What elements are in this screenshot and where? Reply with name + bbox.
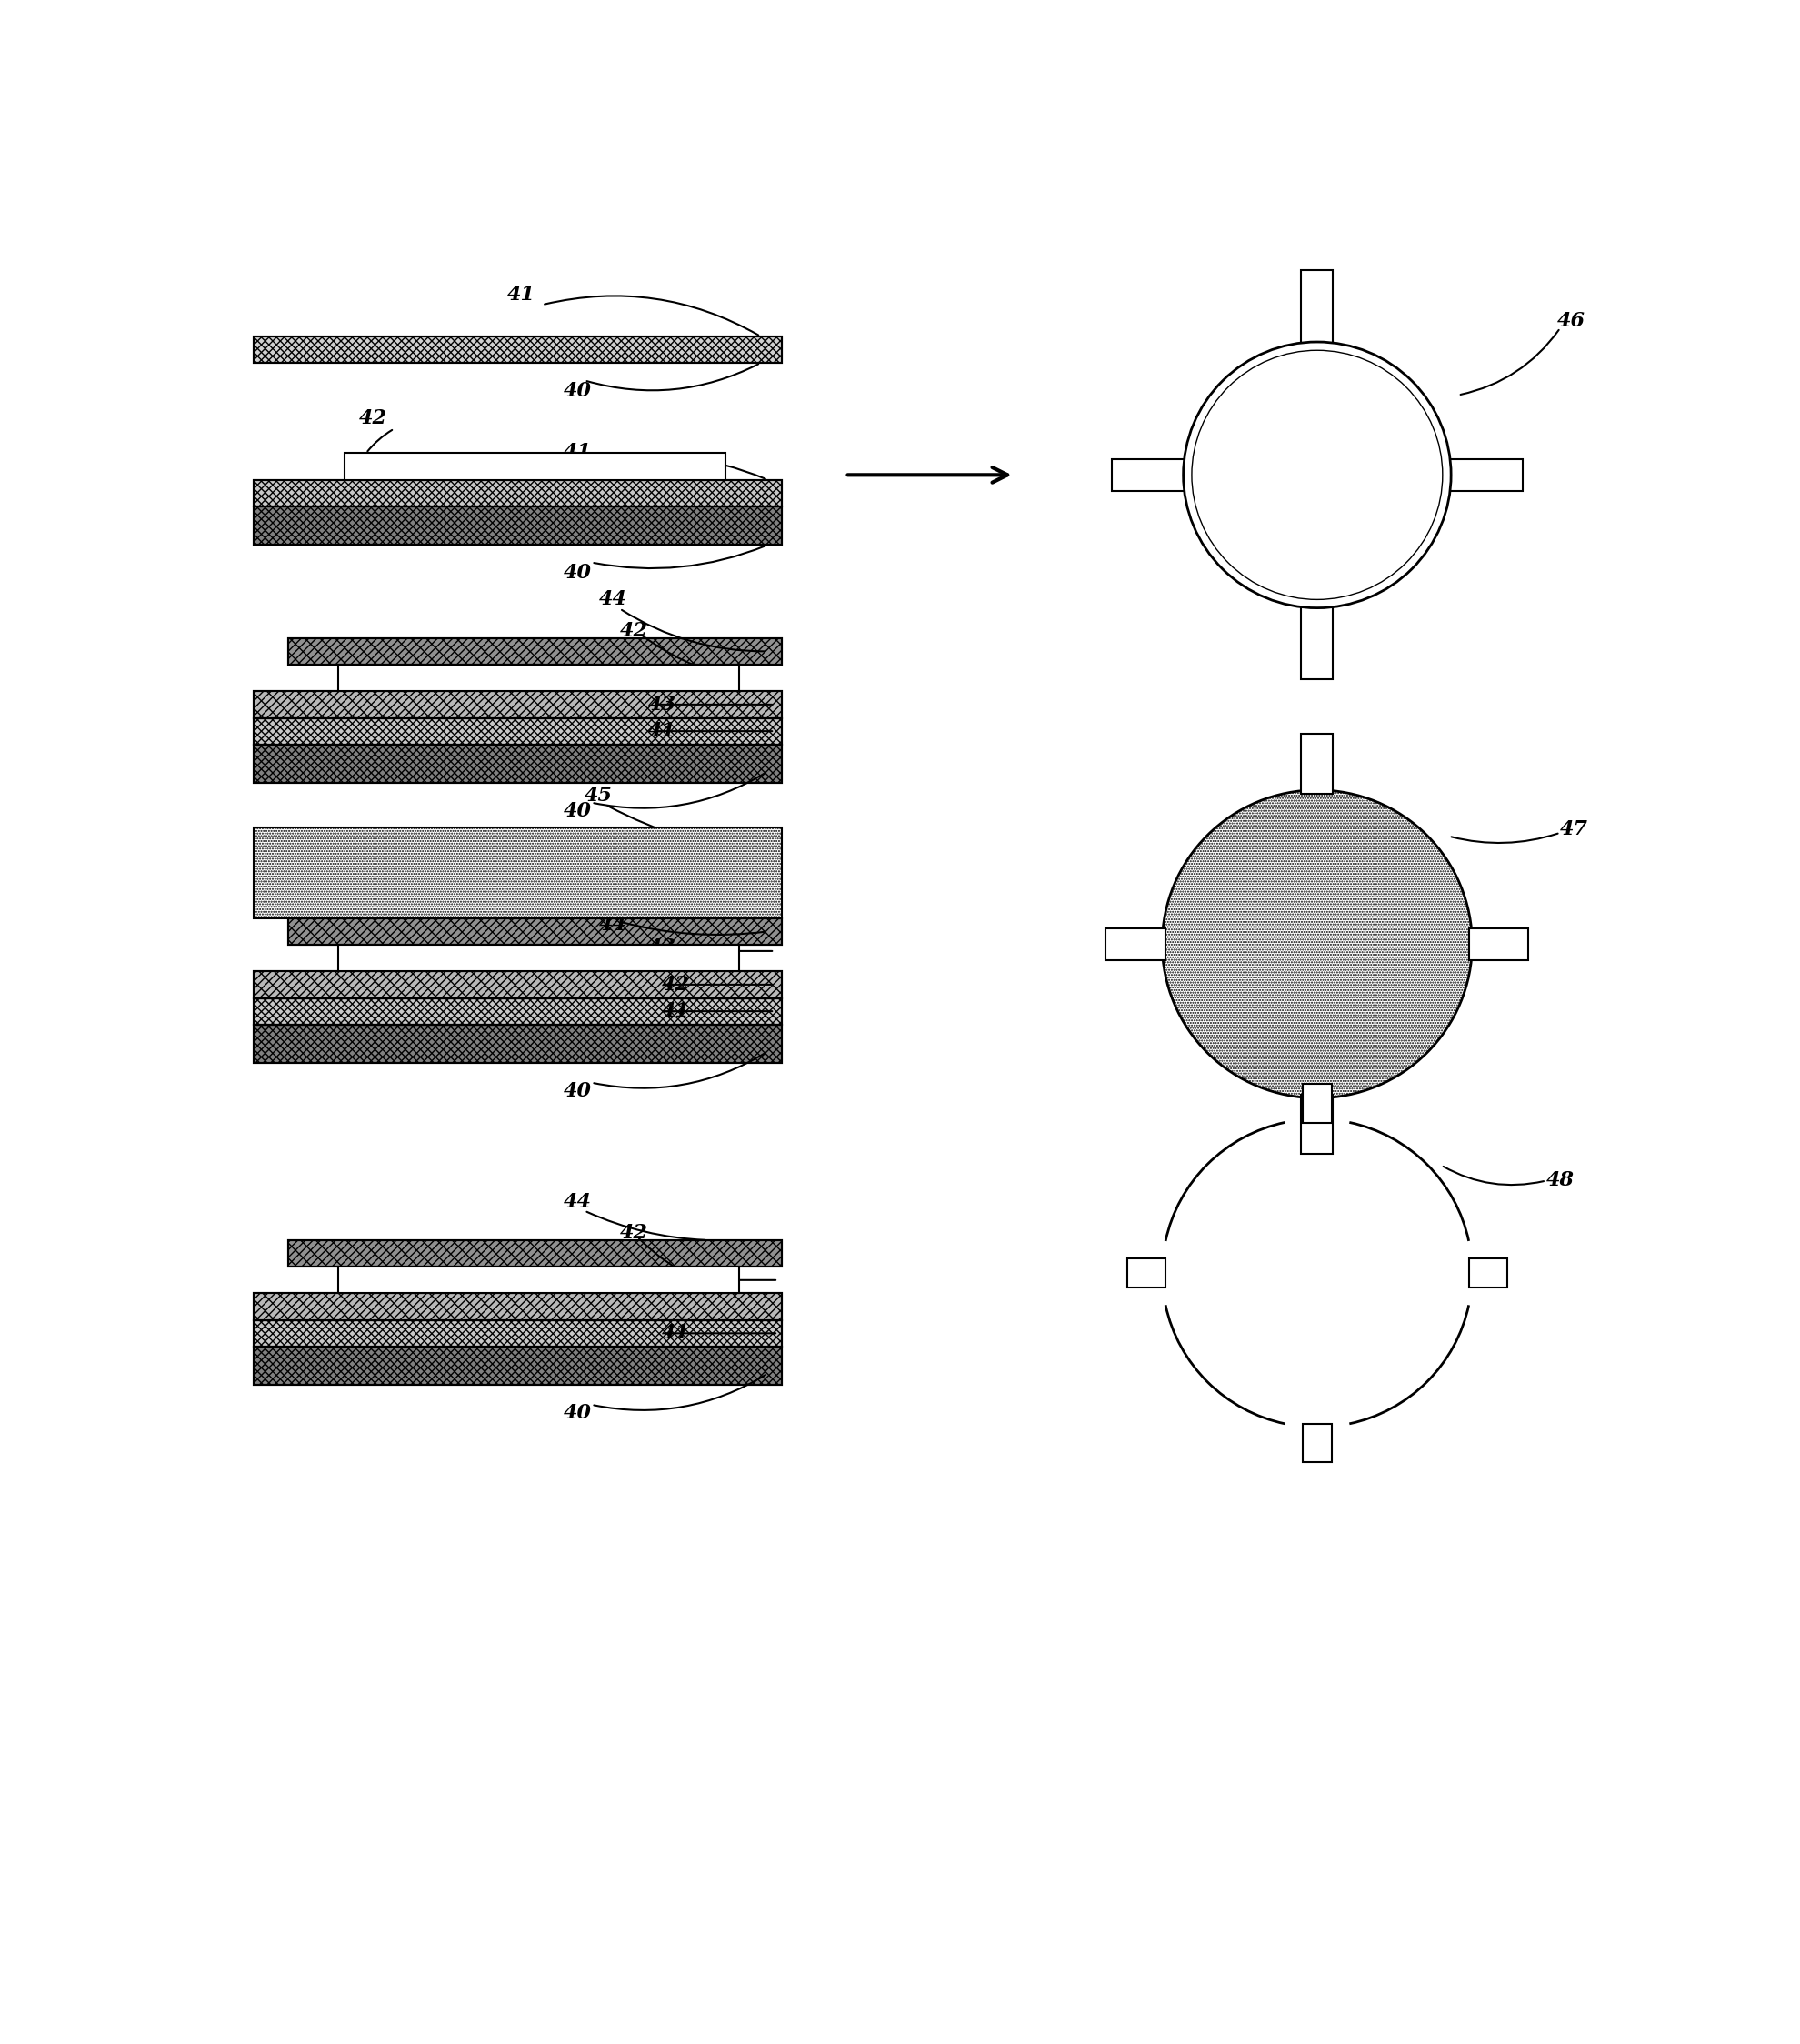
Bar [1127, 1259, 1165, 1288]
Text: 41: 41 [662, 1002, 689, 1022]
Bar [1301, 1423, 1332, 1461]
Bar [288, 1241, 781, 1267]
Text: 47: 47 [1559, 820, 1588, 840]
Circle shape [1192, 350, 1442, 599]
Circle shape [1183, 341, 1451, 607]
Bar [288, 918, 781, 944]
Bar [254, 691, 781, 717]
Bar [338, 944, 740, 971]
Text: 42: 42 [619, 1222, 648, 1243]
Bar [254, 1024, 781, 1063]
Text: 43: 43 [648, 1267, 675, 1286]
Bar [1111, 460, 1188, 491]
Bar [254, 1320, 781, 1347]
Bar [288, 1241, 781, 1267]
Bar [254, 1347, 781, 1386]
Text: 44: 44 [563, 1192, 590, 1212]
Text: 46: 46 [1555, 311, 1584, 331]
Bar [1467, 1259, 1507, 1288]
Bar [254, 997, 781, 1024]
Bar [1301, 734, 1332, 793]
Bar [254, 507, 781, 546]
Text: 40: 40 [563, 562, 590, 583]
Text: 41: 41 [506, 284, 535, 305]
Text: 42: 42 [358, 409, 387, 427]
Bar [1301, 1083, 1332, 1122]
Bar [288, 638, 781, 664]
Bar [254, 507, 781, 546]
Bar [254, 480, 781, 507]
Text: 42: 42 [662, 975, 689, 995]
Bar [288, 638, 781, 664]
Bar [1467, 928, 1528, 961]
Bar [254, 997, 781, 1024]
Bar [338, 1267, 740, 1294]
Bar [254, 1294, 781, 1320]
Text: 44: 44 [598, 916, 626, 934]
Bar [254, 337, 781, 364]
Bar [1301, 603, 1332, 679]
Bar [254, 744, 781, 783]
Text: 40: 40 [563, 380, 590, 401]
Text: 48: 48 [1546, 1171, 1573, 1192]
Bar [254, 828, 781, 918]
Text: 42: 42 [619, 621, 648, 642]
Text: 44: 44 [598, 589, 626, 609]
Bar [254, 1024, 781, 1063]
Bar [254, 744, 781, 783]
Bar [1301, 1094, 1332, 1155]
Bar [254, 1347, 781, 1386]
Bar [254, 717, 781, 744]
Bar [254, 971, 781, 997]
Bar [288, 918, 781, 944]
Bar [1445, 460, 1523, 491]
Text: 40: 40 [563, 801, 590, 822]
Text: 40: 40 [563, 1402, 590, 1423]
Text: 41: 41 [662, 1322, 689, 1343]
Bar [254, 971, 781, 997]
Text: 41: 41 [648, 722, 675, 742]
Bar [254, 691, 781, 717]
Text: 43: 43 [648, 938, 675, 957]
Bar [346, 454, 725, 480]
Bar [1105, 928, 1165, 961]
Text: 40: 40 [563, 1081, 590, 1102]
Bar [254, 480, 781, 507]
Bar [254, 1320, 781, 1347]
Bar [254, 1294, 781, 1320]
Text: 43: 43 [648, 695, 675, 715]
Text: 41: 41 [563, 442, 590, 462]
Bar [338, 664, 740, 691]
Circle shape [1161, 789, 1471, 1098]
Bar [254, 717, 781, 744]
Text: 45: 45 [585, 785, 612, 805]
Bar [254, 337, 781, 364]
Bar [1301, 270, 1332, 347]
